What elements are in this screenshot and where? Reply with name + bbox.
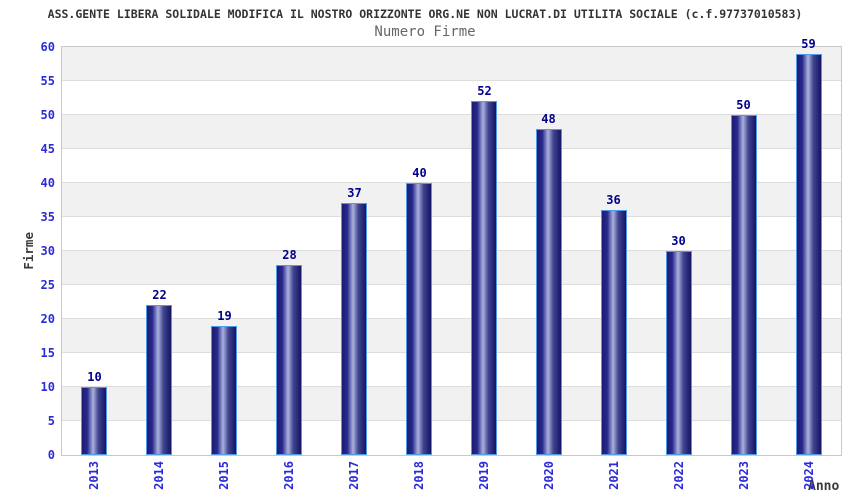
bar-value-label: 22 — [152, 288, 167, 302]
x-tick-label-2023: 2023 — [737, 461, 751, 490]
y-tick-label: 20 — [40, 312, 55, 326]
x-tick-label-2019: 2019 — [477, 461, 491, 490]
y-tick-label: 25 — [40, 278, 55, 292]
grid-line — [62, 250, 841, 251]
grid-line — [62, 420, 841, 421]
bar-value-label: 30 — [671, 234, 686, 248]
x-tick-label-2024: 2024 — [802, 461, 816, 490]
x-tick-label-2017: 2017 — [347, 461, 361, 490]
bar-value-label: 19 — [217, 309, 232, 323]
bar-2023 — [731, 115, 757, 455]
bar-value-label: 40 — [412, 166, 427, 180]
bar-2016 — [276, 265, 302, 455]
grid-line — [62, 182, 841, 183]
grid-line — [62, 80, 841, 81]
bar-value-label: 48 — [541, 112, 556, 126]
y-tick-label: 45 — [40, 142, 55, 156]
y-tick-label: 0 — [47, 448, 55, 462]
y-tick-label: 50 — [40, 108, 55, 122]
grid-line — [62, 352, 841, 353]
bar-2020 — [536, 129, 562, 455]
bar-2021 — [601, 210, 627, 455]
x-tick-label-2013: 2013 — [87, 461, 101, 490]
bar-2015 — [211, 326, 237, 455]
grid-line — [62, 148, 841, 149]
bar-value-label: 59 — [801, 37, 816, 51]
y-tick-label: 30 — [40, 244, 55, 258]
bar-2017 — [341, 203, 367, 455]
chart-title: ASS.GENTE LIBERA SOLIDALE MODIFICA IL NO… — [47, 7, 803, 21]
bar-2022 — [666, 251, 692, 455]
x-axis-title: Anno — [808, 479, 840, 494]
y-tick-label: 40 — [40, 176, 55, 190]
grid-line — [62, 284, 841, 285]
y-tick-label: 35 — [40, 210, 55, 224]
y-tick-label: 60 — [40, 40, 55, 54]
plot-area: 10 22 19 28 37 40 52 48 36 30 50 59 — [61, 37, 842, 456]
bar-2014 — [146, 305, 172, 455]
x-tick-label-2020: 2020 — [542, 461, 556, 490]
bar-value-label: 36 — [606, 193, 621, 207]
x-tick-label-2022: 2022 — [672, 461, 686, 490]
bar-value-label: 52 — [477, 84, 492, 98]
bar-value-label: 10 — [87, 370, 102, 384]
y-tick-label: 55 — [40, 74, 55, 88]
bar-2013 — [81, 387, 107, 455]
x-tick-label-2015: 2015 — [217, 461, 231, 490]
x-tick-label-2016: 2016 — [282, 461, 296, 490]
chart-subtitle: Numero Firme — [374, 24, 476, 40]
grid-line — [62, 114, 841, 115]
grid-line — [62, 386, 841, 387]
x-tick-label-2021: 2021 — [607, 461, 621, 490]
y-tick-label: 10 — [40, 380, 55, 394]
x-tick-label-2014: 2014 — [152, 461, 166, 490]
grid-line — [62, 318, 841, 319]
grid-line — [62, 216, 841, 217]
y-tick-label: 15 — [40, 346, 55, 360]
bar-value-label: 28 — [282, 248, 297, 262]
bar-2024 — [796, 54, 822, 455]
y-tick-label: 5 — [47, 414, 55, 428]
bar-value-label: 37 — [347, 186, 362, 200]
bar-value-label: 50 — [736, 98, 751, 112]
bar-2019 — [471, 101, 497, 455]
x-tick-label-2018: 2018 — [412, 461, 426, 490]
bar-2018 — [406, 183, 432, 455]
